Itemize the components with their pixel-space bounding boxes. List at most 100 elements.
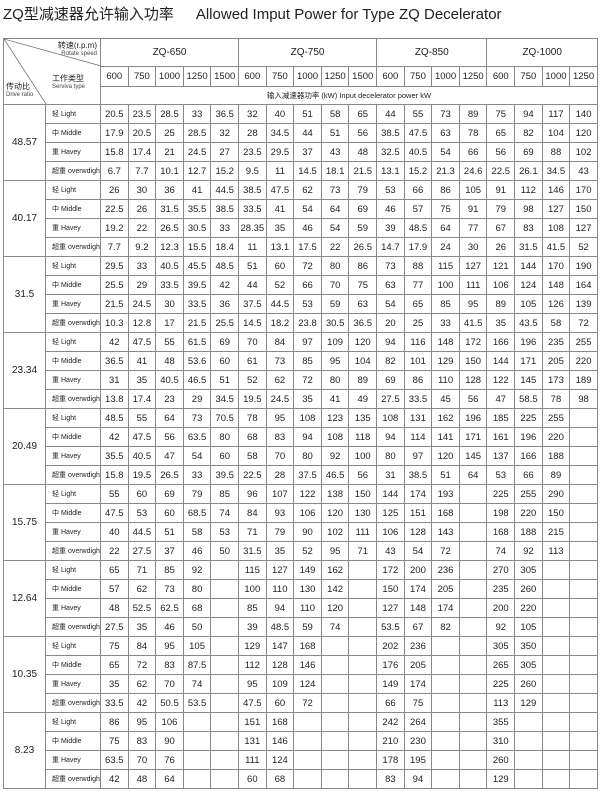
power-value-cell: 27 bbox=[210, 142, 240, 162]
model-header: ZQ-750 bbox=[238, 38, 378, 67]
power-value-cell: 59 bbox=[320, 294, 350, 314]
power-value-cell bbox=[569, 579, 598, 599]
power-value-cell: 255 bbox=[569, 332, 598, 352]
power-value-cell: 64 bbox=[155, 769, 184, 789]
power-value-cell: 264 bbox=[403, 712, 433, 732]
power-value-cell: 83 bbox=[265, 427, 295, 447]
power-value-cell: 68 bbox=[238, 427, 267, 447]
power-value-cell bbox=[458, 522, 488, 542]
power-value-cell: 151 bbox=[238, 712, 267, 732]
power-value-cell: 260 bbox=[486, 750, 516, 770]
power-value-cell: 193 bbox=[431, 484, 460, 504]
power-value-cell: 52.5 bbox=[127, 598, 157, 618]
power-value-cell: 150 bbox=[569, 199, 598, 219]
table-row: 超重 overwdight 27.5 35 46 50 39 48.5 59 74 53.5 67 8… bbox=[4, 617, 598, 637]
power-value-cell: 46.5 bbox=[182, 370, 212, 390]
service-type-cell: 重 Havey bbox=[45, 218, 101, 238]
power-value-cell: 63 bbox=[431, 123, 460, 143]
power-value-cell bbox=[320, 769, 350, 789]
speed-header: 1250 bbox=[458, 66, 488, 87]
power-value-cell: 150 bbox=[458, 351, 488, 371]
power-value-cell: 20 bbox=[376, 313, 405, 333]
power-value-cell: 135 bbox=[348, 408, 378, 428]
power-value-cell: 174 bbox=[403, 674, 433, 694]
power-value-cell: 59 bbox=[348, 218, 378, 238]
power-value-cell: 64 bbox=[155, 408, 184, 428]
power-value-cell bbox=[541, 731, 571, 751]
power-value-cell: 74 bbox=[182, 674, 212, 694]
power-value-cell: 50 bbox=[210, 541, 240, 561]
power-value-cell: 33.5 bbox=[182, 294, 212, 314]
power-value-cell: 11 bbox=[265, 161, 295, 181]
power-value-cell: 94 bbox=[265, 598, 295, 618]
power-value-cell bbox=[210, 731, 240, 751]
drive-ratio-cell: 31.5 bbox=[3, 256, 46, 333]
power-value-cell: 86 bbox=[403, 370, 433, 390]
service-type-cell: 超重 overwdight bbox=[45, 313, 101, 333]
power-value-cell bbox=[569, 674, 598, 694]
power-value-cell: 35.5 bbox=[100, 446, 129, 466]
power-value-cell bbox=[348, 598, 378, 618]
power-value-cell: 123 bbox=[320, 408, 350, 428]
table-row: 重 Havey 19.2 22 26.5 30.5 33 28.35 35 46 54 59 39 48… bbox=[4, 218, 598, 238]
power-value-cell: 174 bbox=[431, 598, 460, 618]
power-value-cell: 42 bbox=[210, 275, 240, 295]
power-value-cell: 17.9 bbox=[100, 123, 129, 143]
power-value-cell: 43 bbox=[569, 161, 598, 181]
power-value-cell: 200 bbox=[486, 598, 516, 618]
power-value-cell: 51 bbox=[238, 256, 267, 276]
model-header: ZQ-1000 bbox=[486, 38, 598, 67]
power-value-cell: 111 bbox=[238, 750, 267, 770]
power-value-cell: 355 bbox=[486, 712, 516, 732]
service-type-cell: 中 Middle bbox=[45, 503, 101, 523]
power-value-cell: 43.5 bbox=[514, 313, 543, 333]
power-value-cell: 210 bbox=[376, 731, 405, 751]
power-value-cell: 195 bbox=[403, 750, 433, 770]
power-value-cell: 80 bbox=[293, 446, 322, 466]
table-row: 中 Middle 57 62 73 80 100 110 130 142 150 174 205 235… bbox=[4, 579, 598, 599]
power-value-cell: 80 bbox=[320, 256, 350, 276]
power-value-cell bbox=[569, 560, 598, 580]
power-value-cell bbox=[431, 674, 460, 694]
power-value-cell: 147 bbox=[265, 636, 295, 656]
power-value-cell: 174 bbox=[403, 579, 433, 599]
table-row: 中 Middle 22.5 26 31.5 35.5 38.5 33.5 41 54 64 69 46… bbox=[4, 199, 598, 219]
power-value-cell: 94 bbox=[403, 769, 433, 789]
power-value-cell: 53 bbox=[376, 180, 405, 200]
power-value-cell: 121 bbox=[486, 256, 516, 276]
drive-ratio-cell: 40.17 bbox=[3, 180, 46, 257]
power-value-cell: 117 bbox=[541, 104, 571, 124]
power-value-cell: 75 bbox=[348, 275, 378, 295]
power-value-cell: 70 bbox=[127, 750, 157, 770]
power-value-cell: 77 bbox=[458, 218, 488, 238]
table-row: 重 Havey 31 35 40.5 46.5 51 52 62 72 80 89 69 86 110 12… bbox=[4, 370, 598, 390]
power-value-cell: 63.5 bbox=[182, 427, 212, 447]
power-value-cell bbox=[541, 636, 571, 656]
power-value-cell: 172 bbox=[458, 332, 488, 352]
power-value-cell: 75 bbox=[431, 199, 460, 219]
power-value-cell: 51 bbox=[155, 522, 184, 542]
power-value-cell: 71 bbox=[238, 522, 267, 542]
power-value-cell bbox=[210, 655, 240, 675]
power-value-cell: 114 bbox=[403, 427, 433, 447]
speed-header: 600 bbox=[486, 66, 516, 87]
power-value-cell: 85 bbox=[210, 484, 240, 504]
power-value-cell: 53.6 bbox=[182, 351, 212, 371]
power-value-cell bbox=[293, 712, 322, 732]
power-value-cell bbox=[348, 636, 378, 656]
power-value-cell: 168 bbox=[431, 503, 460, 523]
power-value-cell: 85 bbox=[431, 294, 460, 314]
speed-header: 750 bbox=[127, 66, 157, 87]
table-row: 中 Middle 36.5 41 48 53.6 60 61 73 85 95 104 82 101 12… bbox=[4, 351, 598, 371]
table-row: 超重 overwdight 15.8 19.5 26.5 33 39.5 22.5 28 37.… bbox=[4, 465, 598, 485]
power-value-cell: 98 bbox=[569, 389, 598, 409]
power-value-cell: 46 bbox=[182, 541, 212, 561]
power-value-cell: 78 bbox=[238, 408, 267, 428]
power-value-cell: 60 bbox=[265, 693, 295, 713]
power-value-cell bbox=[569, 541, 598, 561]
table-row: 重 Havey 35 62 70 74 95 109 124 149 174 225 260 bbox=[4, 674, 598, 694]
power-value-cell: 73 bbox=[376, 256, 405, 276]
power-value-cell: 89 bbox=[541, 465, 571, 485]
service-type-cell: 重 Havey bbox=[45, 370, 101, 390]
table-row: 23.34 轻 Light 42 47.5 55 61.5 69 70 84 97 109 120 94… bbox=[3, 332, 598, 409]
